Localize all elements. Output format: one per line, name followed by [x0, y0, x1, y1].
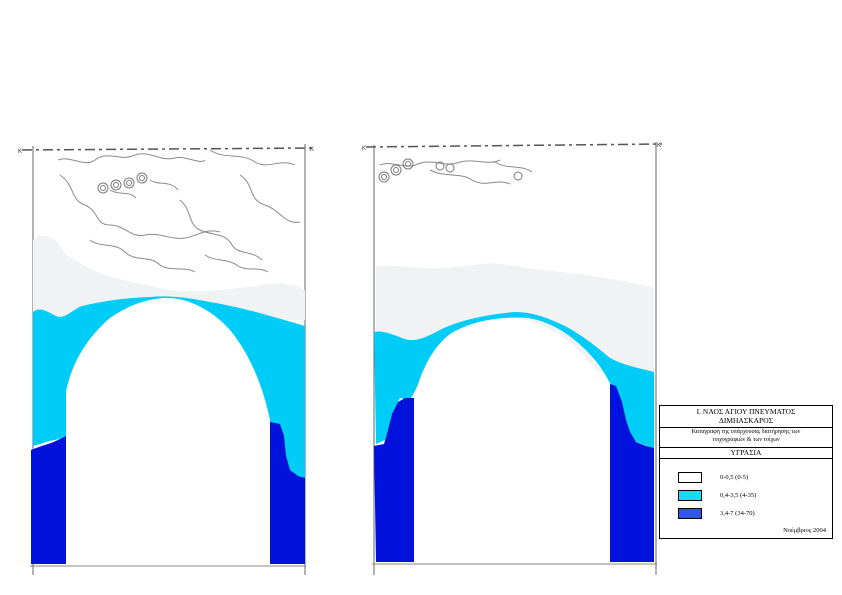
section-marker-right-b: K — [657, 143, 661, 149]
section-line-right — [365, 143, 663, 148]
zone-high-left-pier-a — [31, 436, 66, 564]
fresco-halos-right — [378, 158, 523, 183]
legend-item-high: 3,4-7 (34-70) — [678, 508, 828, 520]
section-marker-left-a: K — [18, 149, 22, 155]
legend-swatch-low — [678, 472, 702, 483]
legend-subtitle-line1: Καταγραφή της υπάρχουσας διατήρησης των — [691, 429, 801, 435]
legend-date: Νοέμβριος 2004 — [783, 527, 826, 534]
section-marker-right-a: K — [362, 146, 366, 152]
arch-opening-right — [414, 318, 610, 562]
legend-subtitle-line2: τοιχογραφιών & των τοίχων — [712, 436, 780, 443]
legend-label-low: 0-0,5 (0-5) — [720, 474, 749, 481]
legend-label-medium: 0,4-3,5 (4-35) — [720, 492, 757, 499]
legend-subtitle: Καταγραφή της υπάρχουσας διατήρησης των … — [660, 429, 832, 444]
section-line-left — [21, 147, 316, 151]
legend-divider-2 — [660, 447, 832, 448]
legend-divider-1 — [660, 427, 832, 428]
zone-high-left-pier-b — [270, 422, 305, 564]
fresco-outline-left — [57, 149, 301, 273]
zone-high-right-pier-a — [374, 398, 414, 562]
zone-medium-right — [374, 312, 654, 448]
legend-divider-3 — [660, 458, 832, 459]
section-marker-left-b: K — [310, 147, 314, 153]
legend-title-line1: Ι. ΝΑΟΣ ΑΓΙΟΥ ΠΝΕΥΜΑΤΟΣ — [696, 407, 796, 416]
legend-title: Ι. ΝΑΟΣ ΑΓΙΟΥ ΠΝΕΥΜΑΤΟΣ ΔΙΜΗΑΣΚΑΡΟΣ — [660, 407, 832, 425]
zone-high-right-pier-b — [610, 384, 654, 562]
arch-opening-left — [66, 298, 270, 564]
legend-variable: ΥΓΡΑΣΙΑ — [730, 448, 762, 457]
elevation-left: K K — [18, 144, 316, 575]
legend-title-line2: ΔΙΜΗΑΣΚΑΡΟΣ — [719, 416, 773, 425]
legend-item-low: 0-0,5 (0-5) — [678, 472, 828, 484]
legend-label-high: 3,4-7 (34-70) — [720, 510, 755, 517]
fresco-halos-left — [97, 172, 148, 194]
zone-low-left — [33, 235, 305, 320]
legend-swatch-high — [678, 508, 702, 519]
legend-item-medium: 0,4-3,5 (4-35) — [678, 490, 828, 502]
elevation-right: K K — [362, 142, 663, 575]
fresco-outline-right — [379, 159, 533, 185]
legend-title-block: Ι. ΝΑΟΣ ΑΓΙΟΥ ΠΝΕΥΜΑΤΟΣ ΔΙΜΗΑΣΚΑΡΟΣ Κατα… — [659, 405, 833, 539]
legend-swatch-medium — [678, 490, 702, 501]
